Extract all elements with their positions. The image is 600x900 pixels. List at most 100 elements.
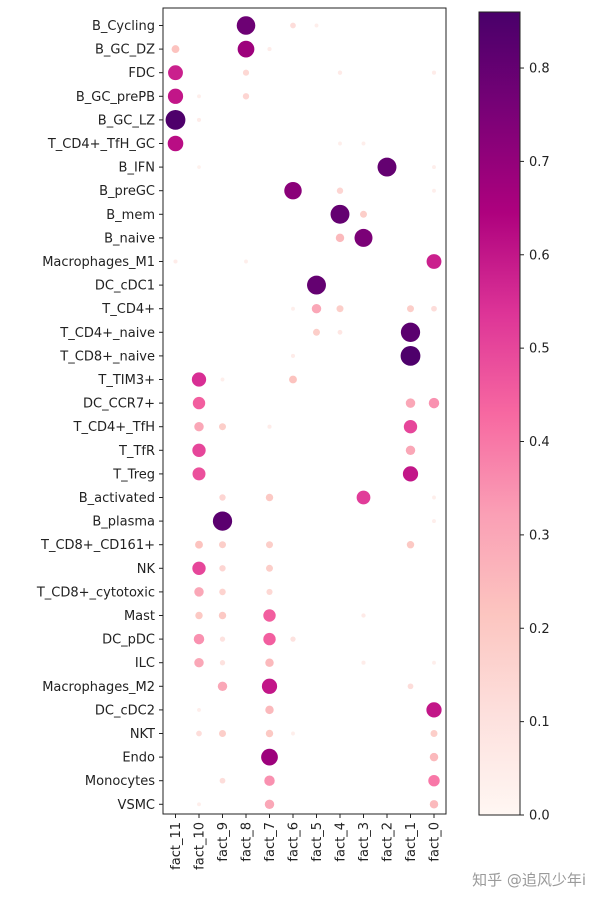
data-point — [335, 233, 345, 243]
column-label: fact_4 — [334, 822, 349, 862]
data-point — [426, 254, 442, 269]
data-point — [219, 777, 226, 784]
data-point — [428, 774, 440, 787]
colorbar-tick-label: 0.6 — [529, 248, 550, 263]
colorbar-tick-label: 0.0 — [529, 809, 550, 824]
row-label: B_activated — [79, 491, 155, 506]
row-label: Mast — [124, 609, 155, 624]
row-label: T_CD4+_TfH — [73, 420, 156, 435]
row-label: DC_cDC2 — [95, 703, 155, 718]
column-label: fact_2 — [381, 822, 396, 862]
data-point — [217, 681, 228, 692]
data-point — [192, 443, 206, 457]
colorbar: 0.0 0.1 0.2 0.3 0.4 0.5 0.6 0.7 0.8 — [478, 11, 550, 824]
colorbar-tick-label: 0.5 — [529, 342, 550, 357]
data-point — [244, 259, 248, 264]
row-label: B_GC_LZ — [98, 113, 155, 128]
data-point — [196, 730, 202, 737]
data-point — [263, 632, 276, 646]
data-point — [405, 398, 416, 408]
data-point — [265, 493, 274, 502]
colorbar-tick-label: 0.7 — [529, 155, 550, 170]
row-label: Monocytes — [85, 774, 155, 789]
row-label: T_CD4+ — [101, 302, 155, 317]
data-point — [432, 165, 436, 170]
data-point — [192, 396, 206, 410]
plot-frame — [162, 7, 447, 815]
data-point — [219, 541, 226, 549]
colorbar-tick-label: 0.2 — [529, 622, 550, 637]
data-point — [432, 188, 436, 193]
data-point — [168, 65, 183, 81]
data-point — [426, 702, 442, 718]
data-point — [220, 377, 225, 382]
data-point — [405, 445, 416, 456]
data-point — [406, 540, 415, 549]
data-point — [192, 467, 206, 481]
data-point — [219, 494, 226, 501]
data-point — [266, 588, 273, 595]
data-point — [330, 204, 350, 224]
data-point — [167, 135, 184, 152]
data-point — [194, 421, 204, 432]
data-point — [407, 305, 414, 313]
row-label: T_Treg — [112, 467, 155, 482]
data-point — [261, 678, 278, 694]
row-label: Endo — [122, 751, 155, 766]
data-point — [361, 141, 366, 146]
data-point — [197, 802, 201, 807]
data-point — [266, 541, 273, 549]
data-points — [165, 16, 442, 810]
data-point — [407, 683, 414, 690]
row-label: ILC — [135, 656, 155, 671]
data-point — [196, 117, 202, 122]
row-label: T_CD4+_TfH_GC — [47, 137, 155, 152]
data-point — [195, 540, 203, 549]
row-labels: B_Cycling B_GC_DZ FDC B_GC_prePB B_GC_LZ T_CD… — [36, 19, 163, 813]
data-point — [261, 748, 278, 766]
data-point — [432, 519, 436, 524]
data-point — [263, 609, 276, 622]
data-point — [284, 181, 302, 200]
data-point — [193, 633, 205, 645]
data-point — [400, 345, 421, 366]
row-label: B_Cycling — [92, 19, 155, 34]
data-point — [431, 70, 437, 75]
row-label: Macrophages_M1 — [42, 255, 155, 270]
column-label: fact_11 — [169, 822, 184, 870]
data-point — [267, 424, 272, 429]
data-point — [219, 730, 226, 737]
row-label: B_GC_prePB — [76, 90, 155, 105]
data-point — [265, 729, 274, 738]
data-point — [212, 511, 233, 531]
data-point — [314, 23, 319, 28]
data-point — [242, 93, 250, 100]
data-point — [354, 228, 373, 247]
row-label: DC_pDC — [102, 633, 155, 648]
row-label: B_preGC — [99, 184, 155, 199]
data-point — [218, 611, 227, 620]
data-point — [197, 94, 201, 99]
column-label: fact_10 — [193, 822, 208, 870]
data-point — [361, 660, 366, 665]
column-label: fact_0 — [428, 822, 443, 862]
data-point — [192, 561, 206, 575]
row-label: VSMC — [118, 798, 155, 813]
row-label: T_CD8+_naive — [59, 349, 155, 364]
column-label: fact_3 — [357, 822, 372, 862]
data-point — [195, 611, 203, 620]
data-point — [400, 322, 421, 342]
data-point — [429, 752, 439, 762]
data-point — [219, 636, 226, 642]
data-point — [264, 799, 275, 810]
data-point — [338, 141, 342, 146]
data-point — [311, 303, 322, 314]
row-label: T_TfR — [118, 444, 155, 459]
data-point — [307, 275, 326, 295]
data-point — [197, 165, 201, 169]
data-point — [173, 259, 178, 264]
row-label: DC_cDC1 — [95, 279, 155, 294]
row-label: B_mem — [106, 208, 155, 223]
column-label: fact_6 — [287, 822, 302, 862]
